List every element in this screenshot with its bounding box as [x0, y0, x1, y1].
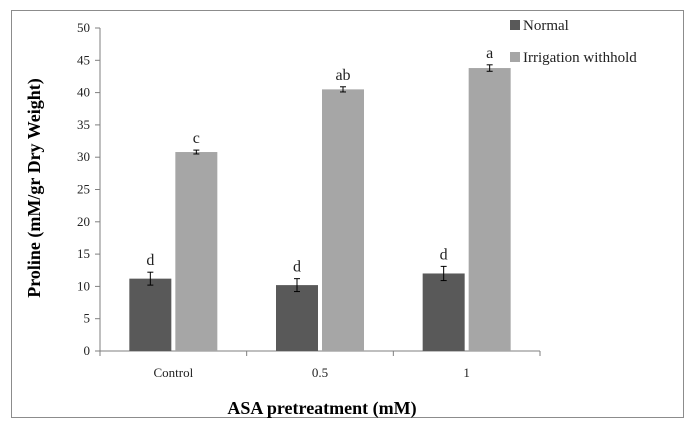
y-tick-label: 25: [77, 182, 90, 197]
bar: [276, 285, 318, 351]
bar: [468, 68, 511, 351]
significance-label: d: [440, 246, 448, 263]
y-tick-label: 0: [84, 343, 91, 358]
bar: [129, 278, 172, 351]
y-tick-label: 45: [77, 52, 90, 67]
legend-label: Irrigation withhold: [523, 50, 637, 66]
significance-label: a: [486, 45, 493, 62]
y-tick-label: 15: [77, 246, 90, 261]
bar: [422, 273, 465, 351]
x-axis-title: ASA pretreatment (mM): [227, 398, 416, 419]
x-tick-label: 1: [463, 365, 470, 380]
y-tick-label: 30: [77, 149, 90, 164]
axes: 0 5 10 15 20 25 30 35 40 45 50 Control 0.5 1: [77, 20, 541, 380]
bar: [175, 152, 218, 351]
legend-swatch: [510, 52, 520, 62]
legend: Normal Irrigation withhold: [510, 18, 637, 66]
significance-label: c: [193, 130, 200, 147]
y-tick-label: 35: [77, 117, 90, 132]
significance-label: d: [293, 259, 301, 276]
bars: d d d c ab a: [129, 45, 511, 352]
y-tick-label: 20: [77, 214, 90, 229]
y-tick-label: 10: [77, 278, 90, 293]
significance-label: ab: [335, 67, 350, 84]
y-tick-label: 40: [77, 85, 90, 100]
significance-label: d: [146, 252, 154, 269]
y-axis-title: Proline (mM/gr Dry Weight): [24, 78, 45, 297]
y-tick-label: 50: [77, 20, 90, 35]
legend-swatch: [510, 20, 520, 30]
bar: [322, 89, 364, 352]
x-tick-label: 0.5: [312, 365, 328, 380]
x-tick-label: Control: [153, 365, 193, 380]
y-tick-label: 5: [84, 311, 91, 326]
legend-label: Normal: [523, 18, 569, 34]
